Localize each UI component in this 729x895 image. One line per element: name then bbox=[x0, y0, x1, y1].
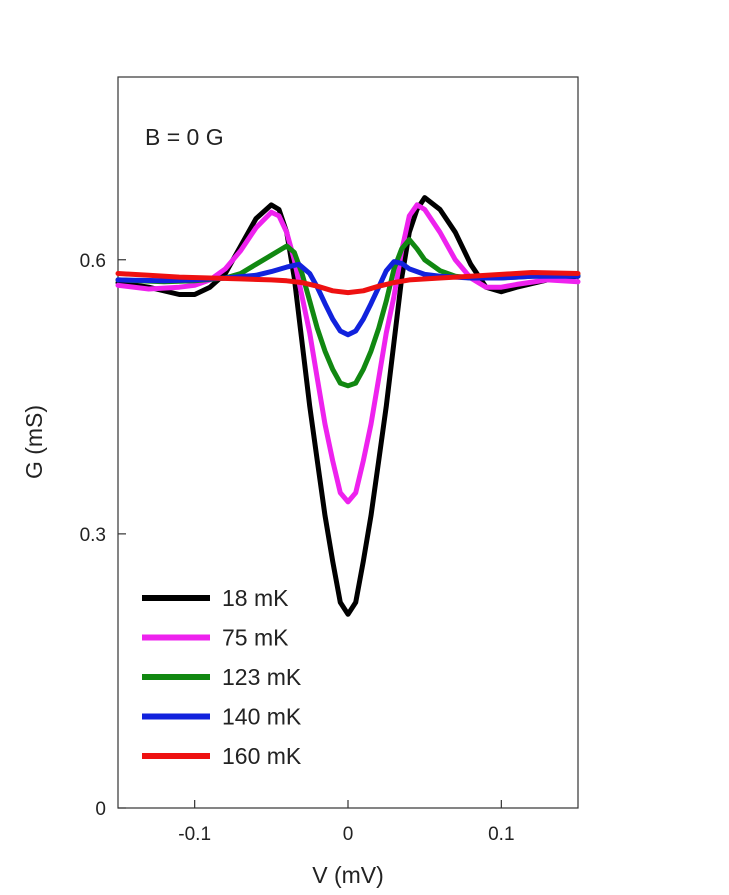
legend-label-123-mk: 123 mK bbox=[222, 664, 302, 690]
series-line-18-mk bbox=[115, 195, 581, 617]
x-tick-label: 0.1 bbox=[488, 824, 514, 845]
plot-frame bbox=[117, 76, 579, 809]
legend-label-160-mk: 160 mK bbox=[222, 743, 302, 769]
x-tick-label: 0 bbox=[343, 824, 354, 845]
series-line-140-mk bbox=[115, 259, 581, 338]
legend-label-140-mk: 140 mK bbox=[222, 704, 302, 730]
annotation-label: B = 0 G bbox=[145, 124, 224, 150]
y-tick-label: 0.6 bbox=[80, 251, 106, 272]
x-axis-label: V (mV) bbox=[312, 862, 384, 888]
legend-label-75-mk: 75 mK bbox=[222, 625, 289, 651]
y-tick-label: 0.3 bbox=[80, 525, 106, 546]
axis-layer: -0.1 0 0.1 0 0.3 0.6 bbox=[80, 251, 515, 845]
y-tick-label: 0 bbox=[95, 799, 106, 820]
x-tick-label: -0.1 bbox=[178, 824, 211, 845]
legend: 18 mK 75 mK 123 mK 140 mK 160 mK bbox=[142, 585, 302, 769]
series-line-75-mk bbox=[115, 202, 581, 505]
y-axis-label: G (mS) bbox=[21, 405, 47, 479]
series-layer bbox=[115, 195, 581, 617]
legend-label-18-mk: 18 mK bbox=[222, 585, 289, 611]
series-line-160-mk bbox=[115, 270, 581, 296]
series-line-123-mk bbox=[115, 237, 581, 389]
